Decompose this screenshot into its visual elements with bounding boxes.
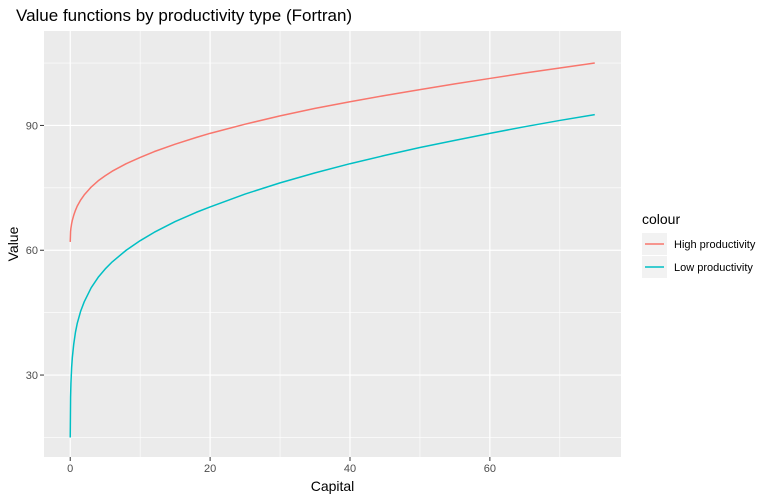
y-tick-label: 60: [26, 245, 38, 257]
grid-minor: [44, 31, 621, 457]
x-axis: 0 20 40 60: [67, 457, 496, 475]
x-axis-title: Capital: [311, 478, 355, 494]
y-tick-label: 90: [26, 120, 38, 132]
series-lines: [69, 62, 595, 438]
legend-title: colour: [642, 211, 680, 227]
series-line-high-productivity: [69, 62, 595, 242]
x-tick-label: 60: [484, 463, 496, 475]
series-line-low-productivity: [69, 113, 595, 438]
y-axis: 30 60 90: [26, 120, 44, 382]
y-axis-title: Value: [5, 226, 21, 261]
legend: colour High productivity Low productivit…: [642, 211, 756, 278]
x-tick-label: 0: [67, 463, 73, 475]
plot-panel: [44, 31, 621, 457]
legend-label-low-productivity: Low productivity: [674, 262, 753, 274]
chart-title: Value functions by productivity type (Fo…: [16, 6, 352, 25]
y-tick-label: 30: [26, 370, 38, 382]
legend-label-high-productivity: High productivity: [674, 239, 756, 251]
x-tick-label: 40: [344, 463, 356, 475]
x-tick-label: 20: [204, 463, 216, 475]
